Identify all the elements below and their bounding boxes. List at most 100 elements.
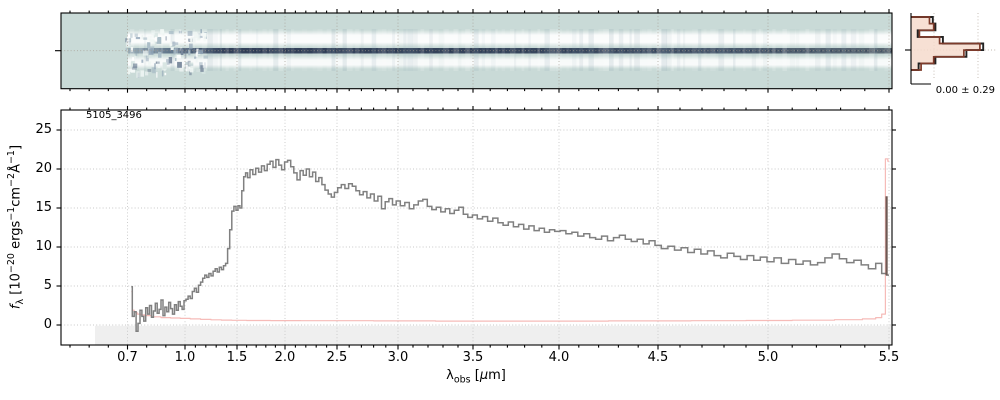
noise-blob xyxy=(203,55,208,59)
noise-blob xyxy=(189,43,193,50)
noise-column xyxy=(486,29,489,71)
noise-blob xyxy=(170,47,174,50)
uncertainty-step-line xyxy=(131,158,889,322)
noise-blob xyxy=(130,47,133,52)
noise-blob xyxy=(125,48,128,52)
noise-blob xyxy=(176,55,181,59)
noise-blob xyxy=(156,37,162,44)
noise-blob xyxy=(151,30,156,36)
noise-blob xyxy=(134,33,138,37)
noise-blob xyxy=(168,31,174,35)
noise-column xyxy=(758,29,762,71)
spec1d-grid xyxy=(61,110,892,345)
noise-blob xyxy=(149,39,155,43)
noise-column xyxy=(751,29,757,71)
noise-column xyxy=(249,29,252,71)
noise-blob xyxy=(188,62,194,66)
noise-blob xyxy=(192,31,198,36)
noise-blob xyxy=(174,58,177,61)
noise-blob xyxy=(127,68,131,75)
x-tick-label: 1.0 xyxy=(174,350,196,365)
noise-blob xyxy=(131,60,135,66)
noise-column xyxy=(579,29,584,71)
spec2d-ticks xyxy=(55,9,890,93)
panel-2d-spectrum xyxy=(55,9,893,93)
panel-1d-spectrum xyxy=(56,106,896,350)
noise-column xyxy=(559,29,563,71)
spec1d-ticks xyxy=(56,106,896,350)
axis-label-part: λ xyxy=(14,298,26,305)
noise-blob xyxy=(147,61,152,65)
noise-blob xyxy=(141,59,144,63)
hist-model-outline xyxy=(911,16,981,71)
noise-column xyxy=(825,29,831,71)
noise-blob xyxy=(150,35,153,39)
noise-column xyxy=(641,29,647,71)
noise-column xyxy=(549,29,556,71)
noise-column xyxy=(609,29,614,71)
noise-blob xyxy=(158,51,162,58)
noise-blob xyxy=(126,40,130,47)
noise-column xyxy=(317,29,323,71)
axis-label-part: λ xyxy=(446,368,454,383)
noise-blob xyxy=(200,65,204,72)
noise-column xyxy=(403,29,407,71)
noise-column xyxy=(566,29,570,71)
noise-column xyxy=(683,29,686,71)
noise-column xyxy=(301,29,308,71)
axis-label-part: m] xyxy=(488,368,506,383)
noise-blob xyxy=(152,67,157,74)
axis-label-part: μ xyxy=(479,368,489,383)
noise-column xyxy=(782,29,787,71)
noise-blob xyxy=(127,37,132,42)
noise-blob xyxy=(172,35,174,42)
noise-blob xyxy=(155,61,160,64)
noise-blob xyxy=(143,37,148,40)
noise-column xyxy=(346,29,353,71)
noise-blob xyxy=(188,66,191,72)
noise-blob xyxy=(140,70,144,77)
noise-column xyxy=(420,29,425,71)
noise-column xyxy=(521,29,525,71)
noise-blob xyxy=(153,41,156,44)
spec1d-spines xyxy=(60,109,893,346)
noise-column xyxy=(342,29,347,71)
noise-column xyxy=(326,29,332,71)
noise-blob xyxy=(195,58,198,63)
noise-blob xyxy=(185,61,189,67)
noise-blob xyxy=(200,29,202,34)
noise-column xyxy=(360,29,364,71)
noise-column xyxy=(710,29,716,71)
noise-blob xyxy=(188,49,191,56)
noise-column xyxy=(634,29,640,71)
noise-blob xyxy=(136,61,141,65)
noise-column xyxy=(510,29,516,71)
noise-blob xyxy=(135,37,141,40)
noise-column xyxy=(698,29,702,71)
noise-blob xyxy=(198,49,204,54)
noise-column xyxy=(331,29,336,71)
noise-blob xyxy=(196,48,199,54)
noise-column xyxy=(207,29,213,71)
noise-column xyxy=(397,29,403,71)
background-stat-label: 0.00 ± 0.29 xyxy=(935,85,995,96)
noise-blob xyxy=(194,56,197,59)
noise-column xyxy=(514,29,517,71)
noise-column xyxy=(598,29,604,71)
noise-blob xyxy=(147,42,151,49)
x-tick-label: 5.5 xyxy=(878,350,900,365)
noise-blob xyxy=(155,36,158,42)
x-tick-label: 4.0 xyxy=(548,350,570,365)
noise-column xyxy=(603,29,609,71)
noise-column xyxy=(273,29,279,71)
noise-column xyxy=(815,29,821,71)
noise-column xyxy=(501,29,506,71)
noise-column xyxy=(656,29,662,71)
noise-blob xyxy=(156,60,160,67)
noise-blob xyxy=(134,55,137,59)
noise-blob xyxy=(135,53,138,56)
noise-blob xyxy=(165,36,167,41)
noise-column xyxy=(185,29,190,71)
noise-blob xyxy=(202,61,207,68)
